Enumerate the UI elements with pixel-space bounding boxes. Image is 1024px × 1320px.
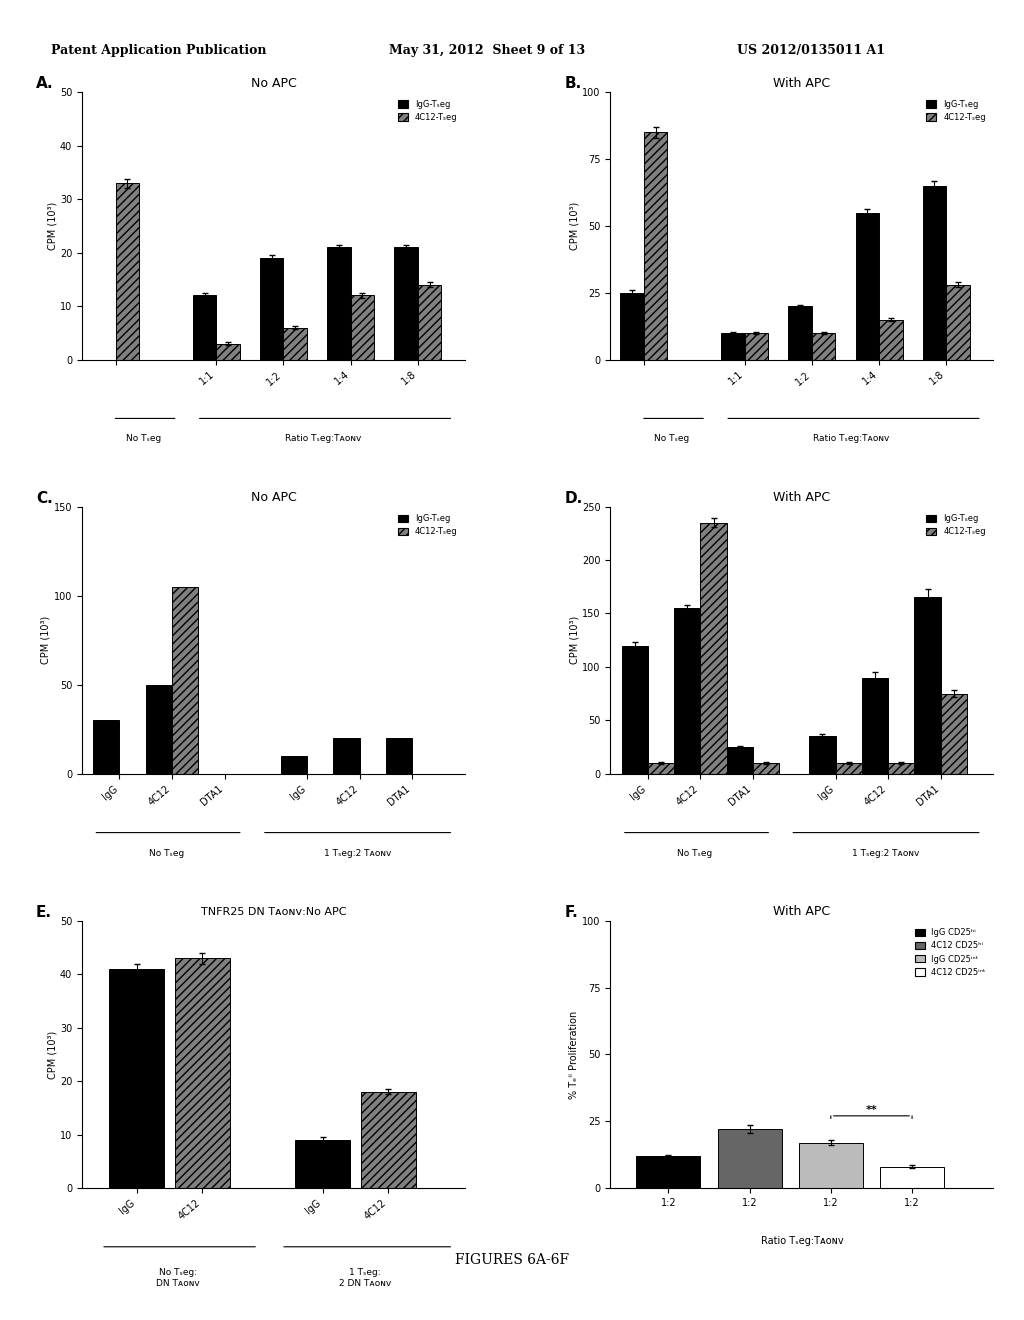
Bar xyxy=(721,333,744,359)
Bar xyxy=(394,247,418,359)
Legend: IgG-Tₛeg, 4C12-Tₛeg: IgG-Tₛeg, 4C12-Tₛeg xyxy=(394,96,461,125)
Text: FIGURES 6A-6F: FIGURES 6A-6F xyxy=(455,1253,569,1267)
Text: No Tₛeg: No Tₛeg xyxy=(677,849,713,858)
Text: Ratio Tₛeg:Tᴀᴏɴᴠ: Ratio Tₛeg:Tᴀᴏɴᴠ xyxy=(761,1236,843,1246)
Bar xyxy=(193,296,216,359)
Legend: IgG-Tₛeg, 4C12-Tₛeg: IgG-Tₛeg, 4C12-Tₛeg xyxy=(394,511,461,540)
Bar xyxy=(809,737,836,774)
Text: No Tₛeg: No Tₛeg xyxy=(148,849,183,858)
Text: No Tₛeg: No Tₛeg xyxy=(654,434,689,444)
Bar xyxy=(856,213,879,359)
Bar xyxy=(727,747,753,774)
Text: May 31, 2012  Sheet 9 of 13: May 31, 2012 Sheet 9 of 13 xyxy=(389,44,586,57)
Bar xyxy=(879,319,902,359)
Y-axis label: CPM (10³): CPM (10³) xyxy=(41,616,51,664)
Text: D.: D. xyxy=(564,491,583,506)
Text: Ratio Tₛeg:Tᴀᴏɴᴠ: Ratio Tₛeg:Tᴀᴏɴᴠ xyxy=(813,434,890,444)
Text: F.: F. xyxy=(564,904,579,920)
Text: B.: B. xyxy=(564,77,582,91)
Bar xyxy=(418,285,441,359)
Bar xyxy=(923,186,946,359)
Bar xyxy=(799,1143,863,1188)
Text: No Tₛeg: No Tₛeg xyxy=(126,434,161,444)
Bar xyxy=(648,763,674,774)
Bar xyxy=(644,132,668,359)
Text: **: ** xyxy=(865,1105,878,1115)
Title: With APC: With APC xyxy=(773,77,830,90)
Bar xyxy=(888,763,914,774)
Bar xyxy=(637,1156,700,1188)
Text: 1 Tₛeg:
2 DN Tᴀᴏɴᴠ: 1 Tₛeg: 2 DN Tᴀᴏɴᴠ xyxy=(339,1269,391,1287)
Bar xyxy=(284,327,307,359)
Title: No APC: No APC xyxy=(251,491,296,504)
Y-axis label: CPM (10³): CPM (10³) xyxy=(47,1031,57,1078)
Y-axis label: CPM (10³): CPM (10³) xyxy=(569,202,580,249)
Bar xyxy=(941,693,967,774)
Text: Patent Application Publication: Patent Application Publication xyxy=(51,44,266,57)
Bar xyxy=(216,343,240,359)
Title: With APC: With APC xyxy=(773,906,830,919)
Bar xyxy=(836,763,862,774)
Legend: IgG-Tₛeg, 4C12-Tₛeg: IgG-Tₛeg, 4C12-Tₛeg xyxy=(924,511,989,540)
Bar xyxy=(260,259,284,359)
Text: A.: A. xyxy=(36,77,53,91)
Bar xyxy=(295,1140,350,1188)
Bar xyxy=(175,958,229,1188)
Bar xyxy=(281,756,307,774)
Bar xyxy=(881,1167,944,1188)
Bar xyxy=(718,1129,781,1188)
Y-axis label: % Tₑⁱⁱ Proliferation: % Tₑⁱⁱ Proliferation xyxy=(569,1010,580,1098)
Bar xyxy=(350,296,374,359)
Bar xyxy=(621,293,644,359)
Text: No Tₛeg:
DN Tᴀᴏɴᴠ: No Tₛeg: DN Tᴀᴏɴᴠ xyxy=(156,1269,200,1287)
Bar xyxy=(360,1092,416,1188)
Text: E.: E. xyxy=(36,904,52,920)
Bar xyxy=(145,685,172,774)
Bar xyxy=(700,523,727,774)
Legend: IgG-Tₛeg, 4C12-Tₛeg: IgG-Tₛeg, 4C12-Tₛeg xyxy=(924,96,989,125)
Title: With APC: With APC xyxy=(773,491,830,504)
Text: Ratio Tₛeg:Tᴀᴏɴᴠ: Ratio Tₛeg:Tᴀᴏɴᴠ xyxy=(285,434,361,444)
Text: US 2012/0135011 A1: US 2012/0135011 A1 xyxy=(737,44,886,57)
Bar xyxy=(812,333,836,359)
Title: No APC: No APC xyxy=(251,77,296,90)
Bar xyxy=(334,738,359,774)
Y-axis label: CPM (10³): CPM (10³) xyxy=(47,202,57,249)
Text: 1 Tₛeg:2 Tᴀᴏɴᴠ: 1 Tₛeg:2 Tᴀᴏɴᴠ xyxy=(324,849,391,858)
Bar xyxy=(93,721,120,774)
Text: 1 Tₛeg:2 Tᴀᴏɴᴠ: 1 Tₛeg:2 Tᴀᴏɴᴠ xyxy=(852,849,920,858)
Bar xyxy=(753,763,779,774)
Bar xyxy=(788,306,812,359)
Bar xyxy=(622,645,648,774)
Legend: IgG CD25ʰⁱ, 4C12 CD25ʰⁱ, IgG CD25ⁱⁿᵗ, 4C12 CD25ⁱⁿᵗ: IgG CD25ʰⁱ, 4C12 CD25ʰⁱ, IgG CD25ⁱⁿᵗ, 4C… xyxy=(911,925,989,981)
Bar xyxy=(744,333,768,359)
Bar xyxy=(946,285,970,359)
Bar xyxy=(110,969,164,1188)
Bar xyxy=(116,183,139,359)
Y-axis label: CPM (10³): CPM (10³) xyxy=(569,616,580,664)
Bar xyxy=(674,609,700,774)
Bar xyxy=(862,677,888,774)
Bar xyxy=(386,738,413,774)
Bar xyxy=(172,587,199,774)
Text: C.: C. xyxy=(36,491,52,506)
Bar xyxy=(914,598,941,774)
Title: TNFR25 DN Tᴀᴏɴᴠ:No APC: TNFR25 DN Tᴀᴏɴᴠ:No APC xyxy=(201,907,346,917)
Bar xyxy=(327,247,350,359)
